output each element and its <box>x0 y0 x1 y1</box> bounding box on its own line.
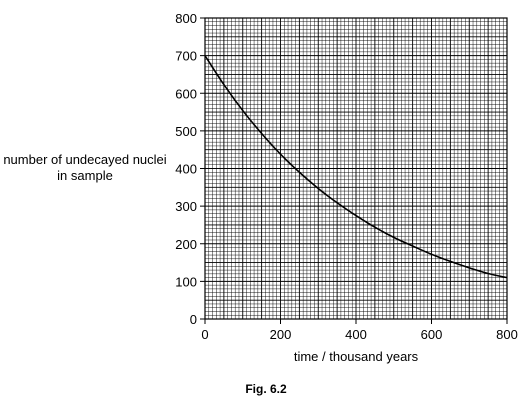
x-tick-label: 0 <box>201 327 208 342</box>
x-tick-label: 200 <box>270 327 292 342</box>
x-tick-label: 600 <box>421 327 443 342</box>
y-axis-label: number of undecayed nuclei in sample <box>3 152 167 183</box>
y-tick-label: 700 <box>175 49 197 64</box>
y-tick-label: 200 <box>175 237 197 252</box>
x-tick-label: 400 <box>345 327 367 342</box>
y-tick-label: 600 <box>175 86 197 101</box>
x-tick-label: 800 <box>496 327 518 342</box>
decay-curve <box>204 55 508 279</box>
figure-caption: Fig. 6.2 <box>245 382 287 396</box>
y-tick-label: 400 <box>175 162 197 177</box>
x-axis-label: time / thousand years <box>293 349 419 364</box>
y-tick-label: 800 <box>175 11 197 26</box>
y-tick-label: 0 <box>190 312 197 327</box>
y-tick-label: 300 <box>175 199 197 214</box>
y-tick-label: 500 <box>175 124 197 139</box>
y-tick-label: 100 <box>175 274 197 289</box>
